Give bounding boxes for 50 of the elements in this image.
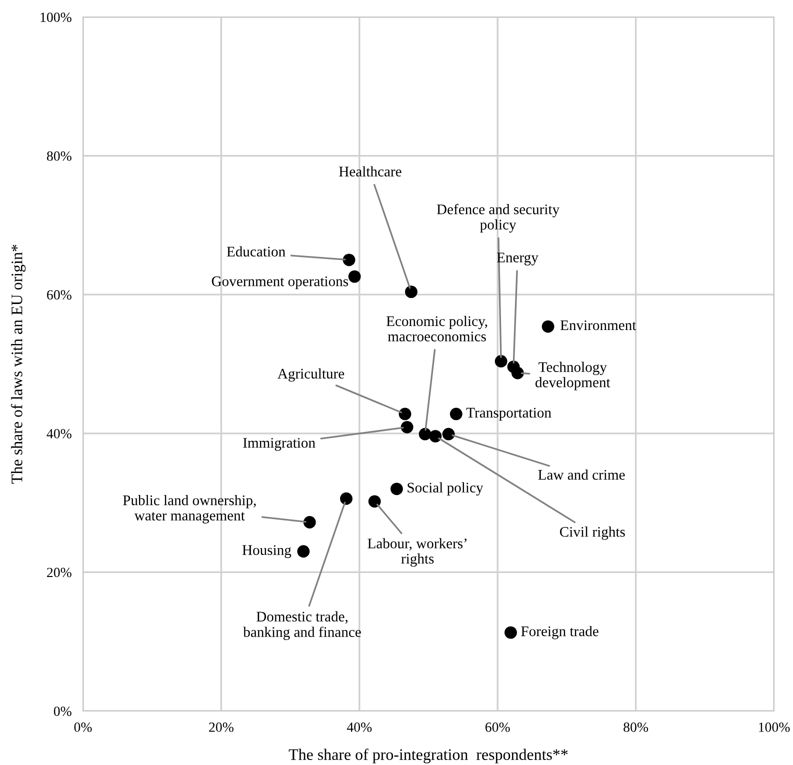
annotation: Social policy [408,482,484,496]
point [390,482,403,496]
point [400,420,414,434]
point [348,270,361,283]
annotation: Technology development [536,362,610,390]
y-tick-label: 40% [46,428,72,438]
annotation: Transportation [466,408,552,421]
y-tick-label: 0% [54,706,72,716]
x-tick-label: 100% [759,722,790,732]
point [450,408,462,420]
point [494,355,508,368]
x-tick-label: 0% [74,722,92,732]
annotation: Healthcare [339,166,402,176]
point [542,320,554,333]
point [297,545,310,558]
y-tick-label: 80% [46,151,72,161]
annotation: Labour, workers’ rights [368,538,467,567]
x-tick-label: 20% [209,722,234,732]
annotation: Domestic trade, banking and finance [243,611,361,640]
point [511,366,524,380]
annotation: Education [226,246,286,257]
point [442,428,455,440]
point [405,286,418,298]
x-tick-label: 80% [624,722,648,732]
point [342,254,356,266]
annotation: Defence and security policy [436,204,560,233]
annotation: Government operations [212,276,348,290]
point [340,492,352,505]
annotation: Energy [496,252,538,266]
point [429,430,442,442]
point [303,516,316,528]
annotation: Foreign trade [521,626,598,640]
annotation: Housing [242,545,292,558]
annotation: Immigration [243,438,316,451]
point [368,495,381,508]
annotation: Agriculture [278,368,344,382]
y-tick-label: 100% [40,12,72,22]
x-axis-title: The share of pro-integration respondents** [288,748,568,764]
annotation: Environment [560,320,636,330]
x-tick-label: 40% [346,722,372,732]
annotation: Civil rights [560,526,625,540]
x-tick-label: 60% [485,722,510,732]
y-axis-title: The share of laws with an EU origin* [10,244,26,484]
annotation: Law and crime [538,469,625,480]
y-tick-label: 20% [47,568,72,578]
point [398,408,412,420]
y-tick-label: 60% [47,290,72,300]
point [504,626,517,639]
annotation: Economic policy, macroeconomics [386,316,488,342]
annotation: Public land ownership, water management [123,494,256,524]
